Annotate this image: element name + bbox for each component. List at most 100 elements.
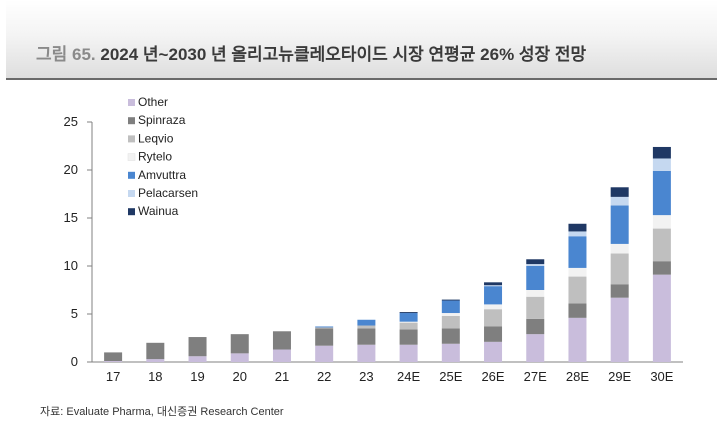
x-tick-label: 26E: [481, 369, 504, 384]
bar-segment: [315, 328, 334, 346]
y-tick-label: 25: [64, 114, 78, 129]
bar-segment: [652, 274, 671, 362]
legend-label: Leqvio: [138, 131, 174, 145]
bar-segment: [568, 223, 587, 232]
y-tick-label: 5: [71, 306, 78, 321]
x-tick-label: 25E: [439, 369, 462, 384]
bar-segment: [484, 282, 503, 286]
bar-segment: [610, 187, 629, 197]
bar-segment: [610, 205, 629, 244]
bar-segment: [104, 361, 123, 362]
x-tick-label: 24E: [397, 369, 420, 384]
x-tick-label: 20: [233, 369, 247, 384]
bar-segment: [441, 299, 460, 301]
source-note: 자료: Evaluate Pharma, 대신증권 Research Cente…: [40, 406, 284, 418]
bar-segment: [399, 321, 418, 323]
bar-segment: [146, 359, 165, 362]
bar-segment: [526, 334, 545, 362]
y-tick-label: 0: [71, 354, 78, 369]
bar-segment: [399, 329, 418, 345]
legend-label: Wainua: [138, 204, 179, 218]
bar-segment: [357, 325, 376, 329]
stacked-bar-chart: 0 5 10 15 20 25 17 18 19 20 21 22 23 24E 25E 26E 27E 28E 2…: [64, 95, 683, 384]
chart-area: 0 5 10 15 20 25 17 18 19 20 21 22 23 24E 25E 26E 27E 28E 2…: [0, 82, 723, 392]
bar-segment: [357, 319, 376, 326]
legend-label: Other: [138, 95, 168, 109]
bar-segment: [526, 264, 545, 266]
bar-segment: [652, 228, 671, 262]
legend-swatch: [128, 190, 135, 197]
bar-segment: [399, 312, 418, 314]
x-tick-label: 23: [359, 369, 373, 384]
bar-segment: [568, 276, 587, 304]
bar-segment: [568, 303, 587, 318]
legend-swatch: [128, 135, 135, 143]
bar-segment: [315, 326, 334, 328]
y-tick-label: 15: [64, 210, 78, 225]
legend-swatch: [128, 208, 135, 216]
bar-segment: [610, 297, 629, 362]
bar-segment: [652, 215, 671, 229]
y-tick-label: 10: [64, 258, 78, 273]
x-tick-label: 28E: [566, 369, 589, 384]
bar-segment: [568, 267, 587, 277]
legend-label: Rytelo: [138, 150, 172, 164]
bar-segment: [399, 344, 418, 362]
bar-segment: [568, 236, 587, 268]
x-tick-label: 17: [106, 369, 120, 384]
bar-segment: [652, 170, 671, 216]
bar-segment: [568, 231, 587, 237]
bar-segment: [272, 349, 291, 362]
bar-segment: [652, 158, 671, 171]
bar-segment: [441, 300, 460, 314]
bar-segment: [484, 326, 503, 342]
bar-segment: [526, 266, 545, 290]
bar-segment: [441, 315, 460, 329]
bar-segment: [399, 313, 418, 322]
x-tick-label: 27E: [524, 369, 547, 384]
x-tick-label: 21: [275, 369, 289, 384]
bar-segment: [399, 322, 418, 330]
bar-segment: [315, 345, 334, 362]
legend-swatch: [127, 153, 136, 161]
bar-segment: [568, 317, 587, 362]
x-tick-label: 30E: [650, 369, 673, 384]
bar-segment: [526, 296, 545, 319]
figure-number: 그림 65.: [36, 45, 96, 64]
bar-segment: [146, 342, 165, 360]
bar-segment: [315, 327, 334, 329]
bar-segment: [188, 356, 207, 362]
bar-segment: [104, 352, 123, 362]
bar-segment: [610, 196, 629, 206]
chart-title: 그림 65. 2024 년~2030 년 올리고뉴클레오타이드 시장 연평균 2…: [36, 40, 586, 65]
bar-segment: [188, 337, 207, 357]
legend-swatch: [128, 117, 135, 125]
title-bar: 그림 65. 2024 년~2030 년 올리고뉴클레오타이드 시장 연평균 2…: [6, 0, 717, 80]
legend-swatch: [128, 99, 135, 106]
bar-segment: [526, 290, 545, 297]
bar-segment: [652, 261, 671, 275]
legend-label: Spinraza: [138, 113, 186, 127]
bar-segment: [526, 259, 545, 265]
bar-segment: [526, 318, 545, 335]
bar-segment: [357, 344, 376, 362]
x-tick-label: 18: [148, 369, 162, 384]
bar-segment: [441, 313, 460, 316]
bar-segment: [230, 353, 249, 362]
title-text: 2024 년~2030 년 올리고뉴클레오타이드 시장 연평균 26% 성장 전…: [100, 45, 587, 64]
bar-segment: [610, 243, 629, 254]
x-tick-label: 22: [317, 369, 331, 384]
bar-segment: [357, 328, 376, 345]
legend-label: Pelacarsen: [138, 186, 198, 200]
bar-segment: [484, 304, 503, 310]
bar-segment: [484, 285, 503, 287]
bar-segment: [610, 253, 629, 285]
x-tick-label: 19: [190, 369, 204, 384]
bar-segment: [272, 331, 291, 350]
bar-segment: [441, 328, 460, 344]
bar-segment: [441, 343, 460, 362]
y-tick-label: 20: [64, 162, 78, 177]
bar-segment: [610, 284, 629, 298]
legend-label: Amvuttra: [138, 168, 186, 182]
bar-segment: [484, 309, 503, 327]
